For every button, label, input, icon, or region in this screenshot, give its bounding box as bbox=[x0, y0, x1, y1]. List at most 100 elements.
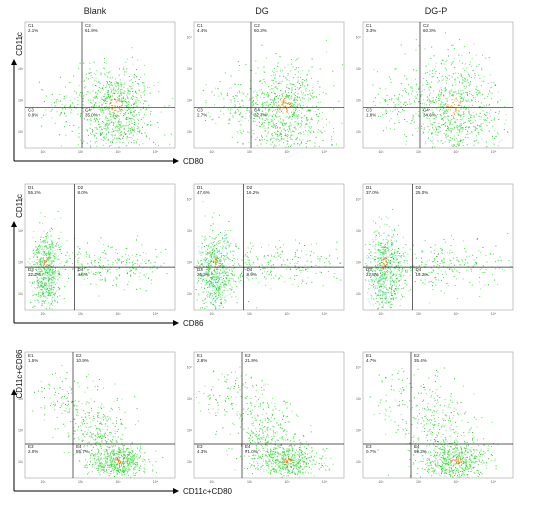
event-dot bbox=[45, 273, 46, 275]
event-dot bbox=[49, 268, 51, 270]
y-tick-label: 10⁴ bbox=[18, 197, 24, 201]
event-dot bbox=[231, 260, 233, 261]
event-dot bbox=[196, 282, 198, 283]
event-dot bbox=[267, 132, 269, 134]
event-dot bbox=[381, 278, 383, 280]
event-dot bbox=[109, 86, 111, 88]
event-dot bbox=[395, 285, 397, 287]
event-dot bbox=[322, 92, 324, 94]
event-dot bbox=[105, 106, 107, 108]
event-dot bbox=[118, 123, 120, 125]
event-dot bbox=[130, 88, 132, 90]
event-dot bbox=[97, 82, 99, 83]
event-dot bbox=[211, 249, 213, 251]
event-dot bbox=[438, 96, 440, 98]
event-dot bbox=[276, 123, 278, 124]
event-dot bbox=[383, 304, 385, 306]
event-dot bbox=[124, 98, 126, 100]
event-dot bbox=[225, 284, 227, 286]
event-dot bbox=[277, 88, 279, 90]
event-dot bbox=[392, 296, 394, 298]
event-dot bbox=[504, 106, 506, 108]
event-dot bbox=[458, 144, 460, 146]
event-dot bbox=[245, 95, 247, 97]
event-dot bbox=[277, 65, 279, 67]
event-dot bbox=[200, 260, 202, 261]
event-dot bbox=[415, 70, 417, 72]
event-dot bbox=[54, 269, 56, 271]
event-dot bbox=[301, 116, 303, 118]
event-dot bbox=[249, 264, 251, 266]
event-dot bbox=[383, 273, 385, 275]
event-dot bbox=[84, 87, 86, 89]
event-dot bbox=[135, 90, 137, 92]
event-dot bbox=[59, 277, 61, 278]
event-dot bbox=[273, 132, 275, 133]
event-dot bbox=[120, 261, 122, 263]
event-dot bbox=[135, 92, 137, 94]
event-dot bbox=[444, 87, 446, 89]
event-dot bbox=[408, 93, 410, 95]
event-dot bbox=[476, 86, 478, 88]
event-dot bbox=[252, 101, 254, 103]
event-dot bbox=[489, 112, 491, 114]
event-dot bbox=[235, 112, 237, 114]
event-dot bbox=[234, 267, 236, 269]
event-dot bbox=[283, 260, 285, 262]
event-dot bbox=[215, 273, 217, 275]
event-dot bbox=[319, 130, 321, 132]
event-dot bbox=[460, 102, 462, 104]
event-dot bbox=[107, 82, 108, 84]
event-dot bbox=[33, 281, 35, 283]
event-dot bbox=[46, 242, 48, 244]
event-dot bbox=[50, 303, 52, 304]
event-dot bbox=[83, 95, 85, 97]
event-dot bbox=[269, 103, 271, 105]
event-dot bbox=[309, 140, 311, 142]
event-dot bbox=[65, 121, 67, 123]
event-dot bbox=[69, 258, 71, 259]
event-dot bbox=[459, 139, 461, 141]
event-dot bbox=[507, 131, 508, 133]
event-dot bbox=[299, 242, 300, 244]
event-dot bbox=[49, 253, 50, 255]
event-dot bbox=[439, 130, 441, 132]
event-dot bbox=[225, 277, 227, 279]
event-dot bbox=[461, 94, 463, 96]
event-dot bbox=[284, 264, 286, 266]
events-layer bbox=[195, 201, 342, 310]
event-dot bbox=[45, 272, 47, 274]
event-dot bbox=[116, 137, 118, 139]
event-dot bbox=[216, 252, 218, 254]
event-dot bbox=[383, 267, 385, 269]
event-dot bbox=[108, 93, 109, 95]
event-dot bbox=[232, 115, 234, 117]
event-dot bbox=[98, 265, 100, 267]
event-dot bbox=[264, 271, 266, 273]
event-dot bbox=[297, 87, 298, 89]
event-dot bbox=[451, 144, 453, 146]
event-dot bbox=[208, 265, 209, 267]
event-dot bbox=[119, 135, 121, 137]
event-dot bbox=[60, 274, 62, 276]
event-dot bbox=[497, 113, 499, 115]
event-dot bbox=[244, 269, 246, 271]
event-dot bbox=[110, 145, 112, 146]
event-dot bbox=[119, 141, 121, 143]
event-dot bbox=[36, 247, 38, 249]
event-dot bbox=[131, 127, 133, 129]
event-dot bbox=[287, 96, 289, 97]
event-dot bbox=[209, 285, 211, 287]
event-dot bbox=[102, 108, 104, 110]
event-dot bbox=[473, 126, 475, 128]
event-dot bbox=[57, 244, 59, 246]
event-dot bbox=[40, 272, 41, 274]
event-dot bbox=[36, 287, 38, 289]
event-dot bbox=[378, 241, 380, 243]
event-dot bbox=[134, 75, 136, 77]
event-dot bbox=[165, 248, 167, 250]
event-dot bbox=[120, 132, 122, 134]
event-dot bbox=[489, 130, 490, 132]
event-dot bbox=[221, 271, 223, 273]
event-dot bbox=[372, 286, 374, 288]
